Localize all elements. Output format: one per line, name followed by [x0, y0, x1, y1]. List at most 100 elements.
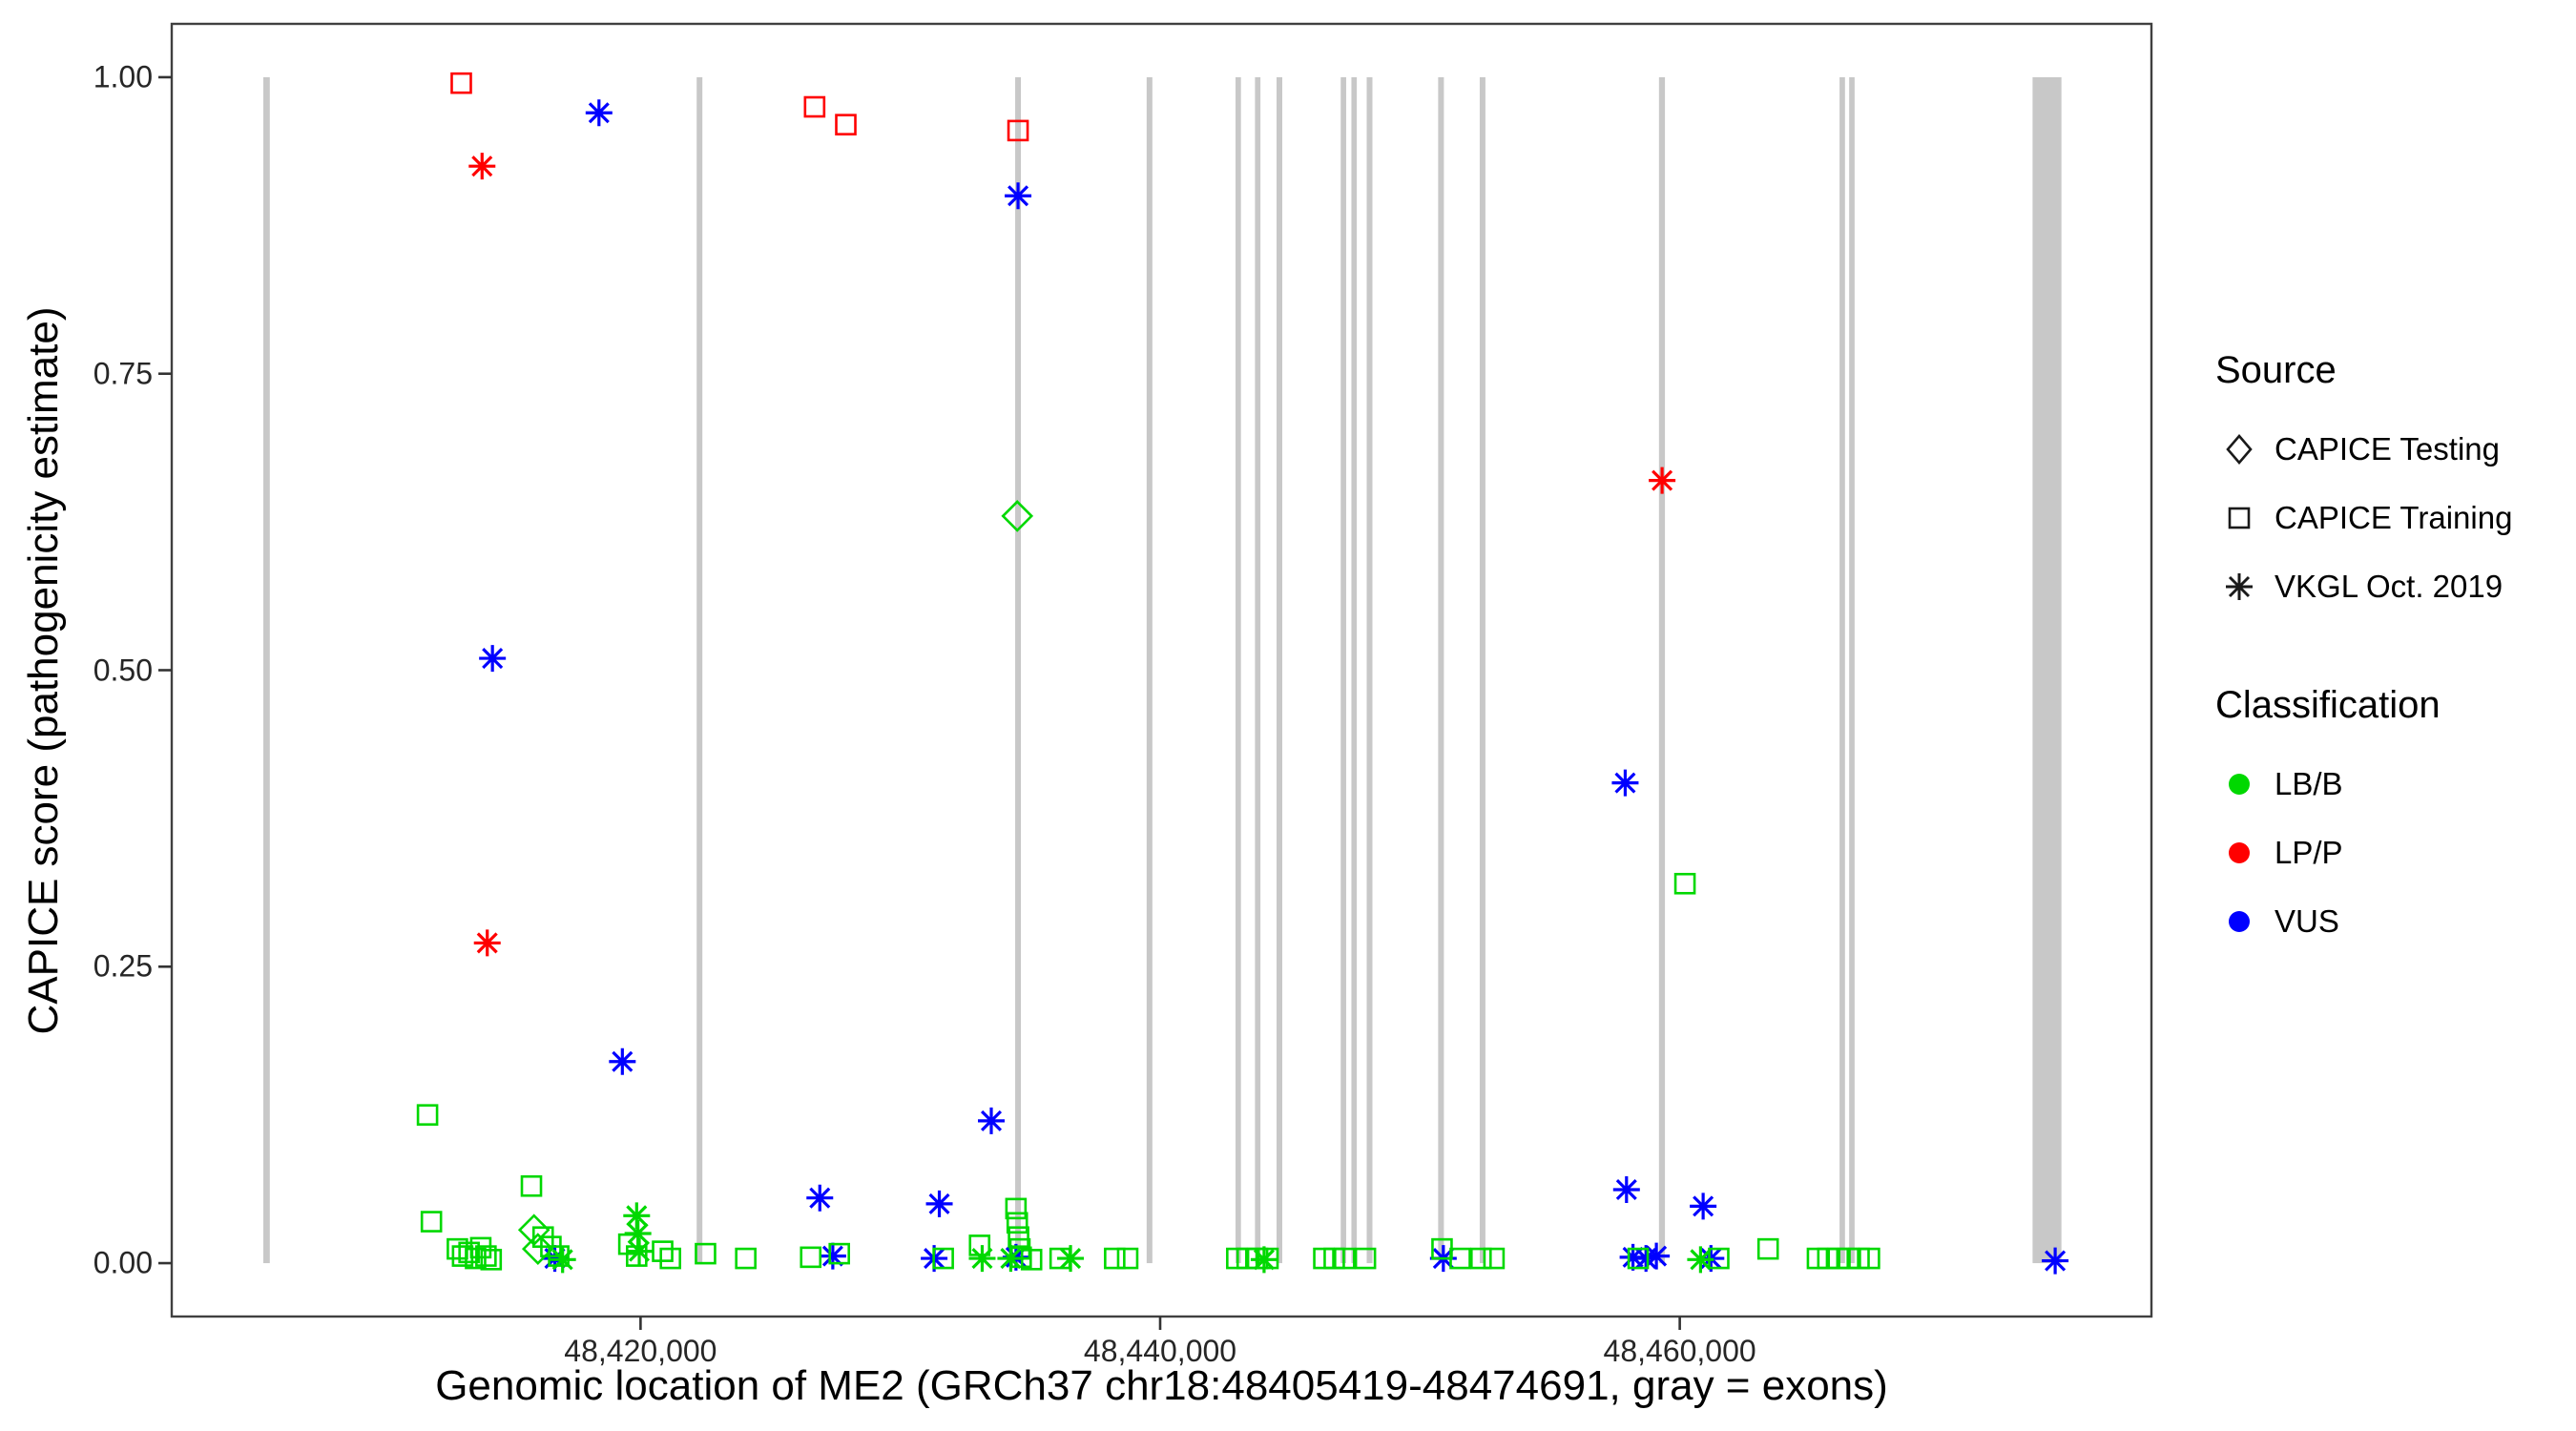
data-point: [480, 1249, 503, 1271]
data-point: [997, 1245, 1025, 1273]
data-point: [1007, 119, 1029, 142]
legend-item-vkgl: VKGL Oct. 2019: [2215, 552, 2512, 621]
legend-classification-title: Classification: [2215, 684, 2441, 726]
data-point: [803, 95, 826, 118]
y-tick-label: 0.00: [93, 1245, 153, 1280]
data-point: [968, 1245, 996, 1273]
data-point: [609, 1047, 636, 1075]
legend-item-vus: VUS: [2215, 887, 2512, 956]
data-point: [420, 1211, 443, 1233]
data-point: [1612, 1175, 1640, 1203]
data-point: [521, 1233, 554, 1265]
lbb-color-dot-icon: [2215, 760, 2263, 808]
data-point: [652, 1240, 674, 1262]
exon-bar: [1235, 76, 1241, 1264]
y-tick-label: 0.75: [93, 356, 153, 391]
y-axis-title: CAPICE score (pathogenicity estimate): [20, 306, 67, 1034]
x-tick-label: 48,440,000: [1083, 1334, 1237, 1368]
exon-bar: [1366, 76, 1373, 1264]
data-point: [585, 99, 613, 127]
data-point: [735, 1247, 757, 1270]
data-point: [1483, 1247, 1506, 1270]
exon-bar: [1479, 76, 1485, 1264]
exon-bar: [262, 76, 270, 1264]
exon-bar: [1438, 76, 1444, 1264]
exon-bar: [1015, 76, 1022, 1264]
data-point: [479, 645, 507, 673]
data-point: [450, 72, 472, 94]
y-tick-label: 0.50: [93, 653, 153, 687]
data-point: [1649, 467, 1676, 494]
data-point: [1005, 182, 1032, 210]
data-point: [800, 1246, 822, 1269]
data-point: [626, 1237, 654, 1265]
data-point: [1116, 1247, 1139, 1270]
data-point: [806, 1184, 834, 1212]
data-point: [835, 114, 857, 135]
data-point: [475, 1245, 497, 1267]
legend-item-lpp: LP/P: [2215, 819, 2512, 887]
legend-source-title: Source: [2215, 349, 2337, 391]
legend-group-classification: Classification LB/B LP/P VUS: [2215, 684, 2512, 956]
data-point: [1687, 1246, 1714, 1274]
data-point: [1005, 1197, 1028, 1220]
exon-bar: [1849, 76, 1855, 1264]
data-point: [520, 1174, 543, 1197]
exon-bar: [1255, 76, 1261, 1264]
data-point: [1470, 1247, 1492, 1270]
vus-color-dot-icon: [2215, 898, 2263, 945]
data-point: [473, 929, 501, 957]
data-point: [1632, 1245, 1660, 1273]
data-point: [624, 1219, 652, 1247]
legend-item-capice-training: CAPICE Training: [2215, 484, 2512, 552]
data-point: [1250, 1246, 1278, 1274]
exon-bar: [1146, 76, 1153, 1264]
exon-bar: [1276, 76, 1282, 1264]
legend-item-label: CAPICE Training: [2275, 500, 2513, 535]
exon-bar: [1839, 76, 1845, 1264]
y-tick-label: 0.25: [93, 948, 153, 984]
data-point: [1006, 1212, 1028, 1234]
x-tick-label: 48,460,000: [1603, 1334, 1756, 1368]
data-point: [1690, 1192, 1717, 1220]
data-point: [1756, 1237, 1779, 1260]
data-point: [659, 1247, 681, 1270]
x-tick-label: 48,420,000: [564, 1334, 717, 1368]
data-point: [1449, 1247, 1471, 1270]
data-point: [1057, 1245, 1085, 1273]
legend-item-capice-testing: CAPICE Testing: [2215, 415, 2512, 484]
data-point: [1859, 1247, 1880, 1270]
legend-item-label: VUS: [2275, 903, 2339, 939]
legend-item-label: LB/B: [2275, 766, 2343, 801]
data-point: [1611, 769, 1639, 797]
data-point: [828, 1242, 850, 1265]
asterisk-icon: [2215, 563, 2263, 611]
exon-bar: [1340, 76, 1346, 1264]
data-point: [549, 1246, 576, 1274]
legend-item-label: VKGL Oct. 2019: [2275, 569, 2503, 604]
data-point: [468, 153, 496, 180]
data-point: [1334, 1247, 1356, 1270]
data-point: [978, 1107, 1005, 1134]
exon-bar: [1351, 76, 1358, 1264]
square-icon: [2215, 494, 2263, 542]
data-point: [1673, 872, 1696, 895]
legend-item-label: CAPICE Testing: [2275, 431, 2500, 467]
data-point: [1104, 1247, 1126, 1270]
legend-item-lbb: LB/B: [2215, 750, 2512, 819]
legend: Source CAPICE Testing CAPICE Training VK…: [2215, 349, 2512, 956]
data-point: [416, 1104, 439, 1126]
lpp-color-dot-icon: [2215, 829, 2263, 877]
data-point: [1001, 500, 1034, 532]
data-point: [932, 1247, 954, 1270]
y-tick-label: 1.00: [93, 59, 153, 94]
data-point: [1643, 1242, 1671, 1270]
legend-item-label: LP/P: [2275, 835, 2343, 870]
data-point: [1354, 1247, 1377, 1270]
data-point: [695, 1242, 717, 1265]
data-point: [968, 1234, 991, 1256]
diamond-icon: [2215, 425, 2263, 473]
data-point: [925, 1190, 953, 1217]
